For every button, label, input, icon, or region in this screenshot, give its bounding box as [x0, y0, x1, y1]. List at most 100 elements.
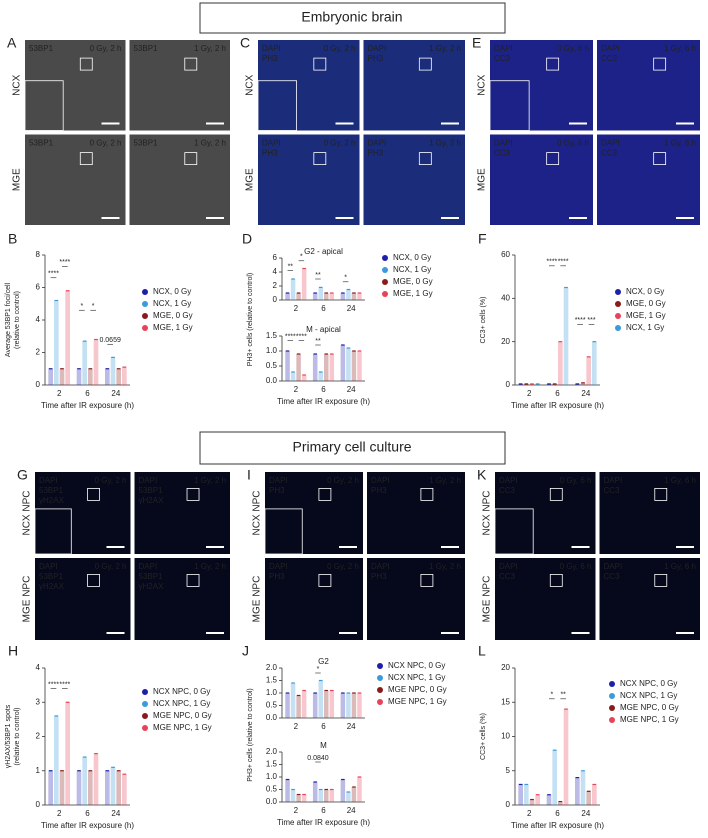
legend-label: MGE NPC, 1 Gy [153, 723, 212, 732]
bar [357, 777, 362, 802]
y-tick-label: 20 [501, 337, 510, 346]
stain-label: DAPI [371, 562, 390, 571]
condition-label: 0 Gy, 2 h [327, 476, 359, 485]
inset-box [186, 487, 200, 501]
legend-marker [382, 255, 388, 261]
stain-label: 53BP1 [134, 44, 159, 53]
x-tick-label: 24 [347, 385, 356, 394]
bar [318, 287, 323, 300]
bar [346, 693, 351, 718]
row-label: NCX [477, 74, 488, 95]
significance-label: **** [575, 317, 586, 324]
micrograph [258, 134, 360, 225]
bar [301, 375, 307, 381]
legend-label: NCX, 1 Gy [153, 299, 191, 308]
y-axis-label: PH3+ cells (relative to control) [247, 688, 254, 782]
condition-label: 0 Gy, 2 h [324, 44, 356, 53]
stain-label: CC3 [494, 149, 511, 158]
panel-letter: A [7, 35, 17, 51]
inset-box [313, 57, 327, 71]
condition-label: 0 Gy, 2 h [327, 562, 359, 571]
legend-marker [377, 699, 383, 705]
legend-label: MGE NPC, 0 Gy [388, 685, 447, 694]
legend-label: MGE, 0 Gy [153, 311, 193, 320]
row-label: MGE NPC [482, 576, 493, 623]
y-tick-label: 10 [501, 732, 510, 741]
bar [318, 372, 323, 381]
micrograph [490, 134, 593, 225]
condition-label: 0 Gy, 2 h [90, 44, 122, 53]
y-tick-label: 0.5 [266, 361, 278, 370]
legend-label: MGE, 1 Gy [626, 311, 666, 320]
bar [340, 293, 346, 300]
stain-label: CC3 [499, 572, 516, 581]
inset [34, 508, 72, 555]
micrograph [35, 558, 131, 640]
y-tick-label: 1.0 [266, 772, 278, 781]
condition-label: 1 Gy, 2 h [429, 139, 461, 148]
bar [351, 787, 357, 802]
y-tick-label: 1.0 [266, 688, 278, 697]
legend-label: MGE NPC, 0 Gy [620, 703, 679, 712]
x-tick-label: 24 [111, 389, 120, 398]
stain-label: DAPI [499, 476, 518, 485]
section-header: Embryonic brain [301, 9, 402, 25]
bar [586, 356, 591, 385]
row-label: MGE [12, 168, 23, 191]
condition-label: 0 Gy, 6 h [557, 139, 589, 148]
stain-label: CC3 [601, 149, 618, 158]
significance-label: **** [48, 271, 59, 278]
header-box [199, 431, 506, 465]
stain-label: DAPI [494, 44, 513, 53]
x-tick-label: 24 [111, 809, 120, 818]
bar [592, 784, 597, 805]
y-tick-label: 0.5 [266, 785, 278, 794]
bar [122, 774, 127, 805]
stain-label: PH3 [371, 486, 387, 495]
y-tick-label: 60 [501, 250, 510, 259]
inset-box [420, 574, 434, 587]
stain-label: 53BP1 [29, 139, 54, 148]
micrograph [597, 40, 700, 131]
micrograph [367, 558, 465, 640]
inset-box [318, 487, 332, 501]
y-axis-label: (relative to control) [14, 708, 21, 766]
legend-label: NCX NPC, 0 Gy [620, 679, 677, 688]
legend-marker [609, 681, 615, 687]
legend-marker [142, 289, 148, 295]
condition-label: 0 Gy, 2 h [324, 139, 356, 148]
inset-box [79, 57, 93, 71]
x-tick-label: 2 [527, 809, 532, 818]
bar [586, 791, 591, 805]
x-axis-label: Time after IR exposure (h) [511, 821, 604, 830]
y-tick-label: 2.0 [266, 747, 278, 756]
significance-label: * [550, 692, 553, 699]
bar [357, 293, 362, 300]
bar [88, 368, 93, 385]
y-tick-label: 40 [501, 293, 510, 302]
stain-label: PH3 [371, 572, 387, 581]
condition-label: 0 Gy, 2 h [95, 476, 127, 485]
inset [264, 508, 303, 555]
bar [312, 693, 318, 718]
x-axis-label: Time after IR exposure (h) [511, 401, 604, 410]
bar [324, 354, 329, 381]
stain-label: DAPI [604, 562, 623, 571]
y-tick-label: 0.0 [266, 797, 278, 806]
significance-label: 0.0840 [307, 755, 329, 762]
x-axis-label: Time after IR exposure (h) [277, 397, 370, 406]
micrograph [265, 558, 363, 640]
legend-marker [609, 693, 615, 699]
row-label: NCX [12, 74, 23, 95]
stain-label: DAPI [368, 44, 387, 53]
bar [290, 683, 296, 718]
stain-label: γH2AX [139, 582, 165, 591]
bar [285, 779, 290, 802]
bar [558, 341, 563, 385]
panel-letter: E [472, 35, 481, 51]
x-tick-label: 24 [347, 304, 356, 313]
bar [318, 789, 323, 802]
legend-marker [142, 725, 148, 731]
bar [116, 770, 121, 805]
bar [340, 693, 346, 718]
